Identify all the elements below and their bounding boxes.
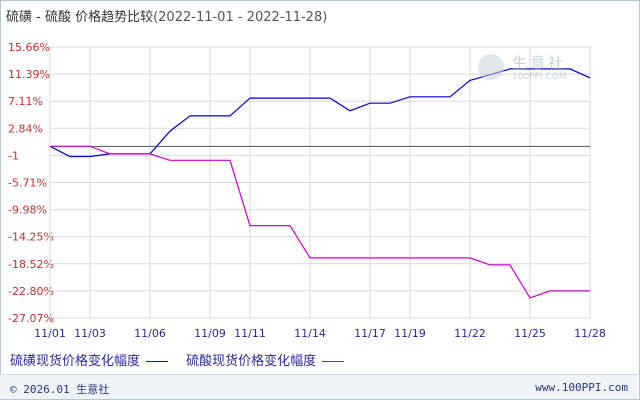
chart-title-text: 硫磺 - 硫酸 价格趋势比较 <box>6 10 154 25</box>
legend-label-sulfur: 硫磺现货价格变化幅度 <box>10 354 141 369</box>
legend-swatch-sulfuric-acid <box>322 361 345 362</box>
y-tick-label: -27.07% <box>8 312 54 325</box>
x-tick-label: 11/28 <box>574 327 606 340</box>
watermark: 生意社 100PPI.COM <box>478 52 588 90</box>
legend-item-sulfuric-acid: 硫酸现货价格变化幅度 <box>186 350 345 369</box>
chart-title: 硫磺 - 硫酸 价格趋势比较(2022-11-01 - 2022-11-28) <box>6 6 327 25</box>
y-tick-label: -1 <box>8 149 19 162</box>
date-range: (2022-11-01 - 2022-11-28) <box>153 10 328 25</box>
y-tick-label: -14.25% <box>8 231 54 244</box>
x-tick-label: 11/17 <box>354 327 386 340</box>
footer-bar: © 2026.01 生意社 www.100PPI.com <box>0 374 638 399</box>
y-tick-label: 2.84% <box>8 122 43 135</box>
x-tick-label: 11/25 <box>514 327 546 340</box>
x-tick-label: 11/19 <box>394 327 426 340</box>
watermark-name: 生意社 <box>512 54 567 72</box>
y-tick-label: -5.71% <box>8 177 47 190</box>
legend-label-sulfuric-acid: 硫酸现货价格变化幅度 <box>186 354 317 369</box>
chart-legend: 硫磺现货价格变化幅度 硫酸现货价格变化幅度 <box>10 350 358 369</box>
series-line-2 <box>50 145 590 299</box>
legend-item-sulfur: 硫磺现货价格变化幅度 <box>10 350 169 369</box>
x-tick-label: 11/01 <box>34 327 66 340</box>
x-tick-label: 11/09 <box>194 327 226 340</box>
x-tick-label: 11/14 <box>294 327 326 340</box>
x-tick-label: 11/11 <box>234 327 266 340</box>
x-tick-label: 11/22 <box>454 327 486 340</box>
y-tick-label: -18.52% <box>8 258 54 271</box>
watermark-url: 100PPI.COM <box>512 72 567 82</box>
y-tick-label: 7.11% <box>8 95 43 108</box>
x-tick-label: 11/03 <box>74 327 106 340</box>
y-tick-label: -22.80% <box>8 285 54 298</box>
footer-site-link[interactable]: www.100PPI.com <box>535 381 628 394</box>
footer-copyright: © 2026.01 生意社 <box>10 383 110 396</box>
y-tick-label: -9.98% <box>8 204 47 217</box>
y-tick-label: 11.39% <box>8 68 50 81</box>
y-tick-label: 15.66% <box>8 41 50 54</box>
x-tick-label: 11/06 <box>134 327 166 340</box>
watermark-logo <box>478 54 504 80</box>
legend-swatch-sulfur <box>146 361 169 362</box>
